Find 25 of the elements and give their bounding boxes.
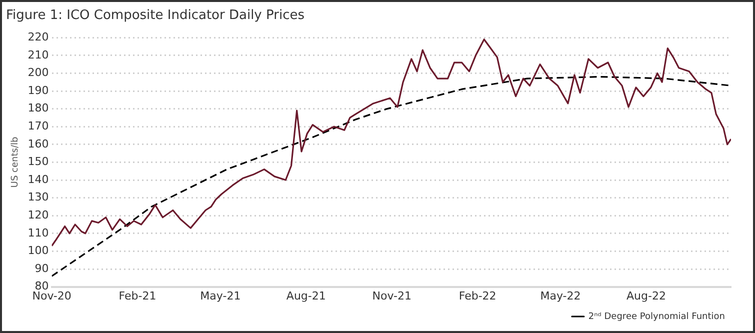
y-tick-label: 110 bbox=[28, 226, 49, 240]
x-tick-label: May-22 bbox=[540, 289, 581, 302]
y-tick-label: 160 bbox=[28, 137, 49, 150]
y-tick-label: 130 bbox=[28, 190, 49, 204]
x-tick-label: Feb-21 bbox=[118, 289, 156, 302]
y-tick-label: 90 bbox=[34, 262, 49, 275]
x-tick-label: Nov-21 bbox=[372, 289, 412, 302]
y-axis-title: US cents/lb bbox=[10, 136, 21, 188]
y-tick-label: 140 bbox=[28, 172, 49, 186]
y-tick-label: 120 bbox=[28, 208, 49, 222]
y-tick-label: 210 bbox=[28, 48, 49, 62]
chart-title: Figure 1: ICO Composite Indicator Daily Prices bbox=[6, 8, 305, 24]
y-tick-label: 180 bbox=[28, 102, 49, 115]
x-tick-label: May-21 bbox=[200, 289, 241, 302]
x-tick-label: Aug-22 bbox=[626, 289, 666, 302]
x-tick-label: Feb-22 bbox=[458, 289, 496, 302]
y-tick-label: 150 bbox=[28, 155, 49, 168]
y-tick-label: 170 bbox=[28, 119, 49, 132]
y-tick-label: 220 bbox=[28, 30, 49, 44]
line-series bbox=[52, 76, 731, 277]
y-tick-label: 100 bbox=[28, 244, 49, 258]
y-tick-label: 200 bbox=[28, 66, 49, 80]
legend-label: 2ⁿᵈ Degree Polynomial Funtion bbox=[588, 312, 726, 322]
y-tick-label: 190 bbox=[28, 84, 49, 97]
x-tick-label: Aug-21 bbox=[286, 289, 326, 302]
